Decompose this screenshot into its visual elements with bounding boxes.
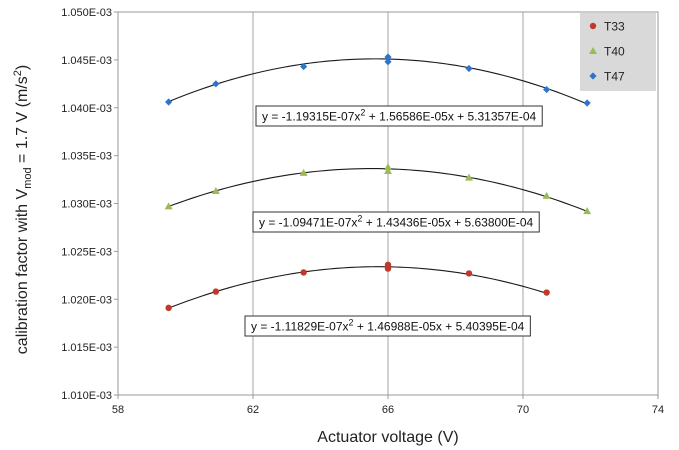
data-point-t40	[542, 191, 551, 199]
data-point-t47	[384, 58, 392, 66]
equation-part: y = -1.09471E-07x	[259, 216, 357, 230]
x-tick-label: 62	[247, 404, 259, 416]
legend-label-t47: T47	[604, 70, 625, 84]
fit-curve-t33	[168, 266, 547, 309]
equation-text: y = -1.09471E-07x2 + 1.43436E-05x + 5.63…	[259, 214, 534, 230]
data-point-t47	[583, 99, 591, 107]
data-point-t40	[299, 168, 308, 176]
equation-part: y = -1.11829E-07x	[251, 320, 349, 334]
data-point-t40	[465, 173, 473, 181]
data-point-t47	[300, 62, 308, 71]
legend: T33 T40 T47	[580, 13, 656, 91]
legend-label-t33: T33	[604, 20, 625, 34]
y-axis-title-superscript: 2	[12, 70, 24, 76]
y-axis-title: calibration factor with Vmod = 1.7 V (m/…	[12, 65, 34, 354]
data-point-t47	[384, 53, 392, 61]
data-point-t33	[384, 265, 392, 272]
data-point-t33	[212, 288, 220, 295]
legend-label-t40: T40	[604, 45, 625, 59]
y-tick-label: 1.025E-03	[61, 246, 112, 258]
equation-text: y = -1.11829E-07x2 + 1.46988E-05x + 5.40…	[251, 318, 525, 334]
data-point-t40	[211, 187, 220, 195]
x-tick-label: 58	[112, 404, 124, 416]
data-point-t33	[300, 269, 307, 276]
fit-curves	[168, 58, 588, 309]
data-point-t47	[165, 98, 173, 106]
data-point-t40	[384, 166, 392, 174]
fit-equation-t33: y = -1.11829E-07x2 + 1.46988E-05x + 5.40…	[244, 315, 531, 337]
equation-exponent: 2	[349, 318, 354, 328]
equation-box	[252, 211, 540, 233]
y-axis-title-subscript: mod	[22, 167, 34, 188]
grid	[252, 12, 524, 395]
y-tick-label: 1.030E-03	[61, 199, 112, 211]
data-point-t47	[212, 80, 220, 88]
y-tick-label: 1.050E-03	[61, 7, 112, 19]
data-point-t33	[165, 304, 172, 312]
x-tick-label: 74	[652, 404, 664, 416]
equation-part: + 1.56586E-05x + 5.31357E-04	[365, 110, 536, 124]
legend-marker-t47	[589, 72, 597, 80]
y-tick-label: 1.010E-03	[61, 390, 112, 402]
y-tick-label: 1.045E-03	[61, 55, 112, 67]
y-tick-label: 1.015E-03	[61, 342, 112, 354]
data-markers	[164, 53, 592, 312]
fit-equation-t47: y = -1.19315E-07x2 + 1.56586E-05x + 5.31…	[255, 105, 543, 127]
x-axis-title: Actuator voltage (V)	[317, 429, 458, 446]
data-point-t47	[543, 85, 551, 94]
fit-equation-t40: y = -1.09471E-07x2 + 1.43436E-05x + 5.63…	[252, 211, 540, 233]
fit-equations: y = -1.11829E-07x2 + 1.46988E-05x + 5.40…	[244, 105, 543, 337]
y-tick-label: 1.020E-03	[61, 294, 112, 306]
legend-marker-t33	[589, 22, 597, 30]
y-axis-title-suffix: )	[14, 65, 31, 70]
equation-box	[244, 315, 531, 337]
data-point-t40	[164, 202, 173, 210]
equation-text: y = -1.19315E-07x2 + 1.56586E-05x + 5.31…	[262, 108, 537, 124]
equation-part: + 1.43436E-05x + 5.63800E-04	[362, 216, 533, 230]
data-point-t47	[465, 64, 473, 73]
x-tick-labels: 58 62 66 70 74	[112, 395, 664, 416]
fit-curve-t40	[168, 168, 588, 212]
legend-marker-t40	[589, 47, 597, 54]
data-point-t40	[583, 207, 592, 215]
data-point-t40	[384, 163, 392, 171]
y-tick-label: 1.040E-03	[61, 103, 112, 115]
equation-part: y = -1.19315E-07x	[262, 110, 360, 124]
data-point-t33	[465, 270, 473, 277]
y-tick-labels: 1.010E-03 1.015E-03 1.020E-03 1.025E-03 1.03…	[61, 7, 118, 402]
data-point-t33	[543, 289, 550, 296]
equation-exponent: 2	[360, 108, 365, 118]
fit-curve-t47	[168, 58, 588, 105]
x-tick-label: 70	[517, 404, 529, 416]
y-tick-label: 1.035E-03	[61, 151, 112, 163]
y-axis-title-middle: = 1.7 V (m/s	[14, 76, 31, 167]
x-tick-label: 66	[382, 404, 394, 416]
equation-part: + 1.46988E-05x + 5.40395E-04	[354, 320, 525, 334]
equation-exponent: 2	[357, 214, 362, 224]
y-axis-title-prefix: calibration factor with V	[14, 188, 31, 354]
equation-box	[255, 105, 543, 127]
